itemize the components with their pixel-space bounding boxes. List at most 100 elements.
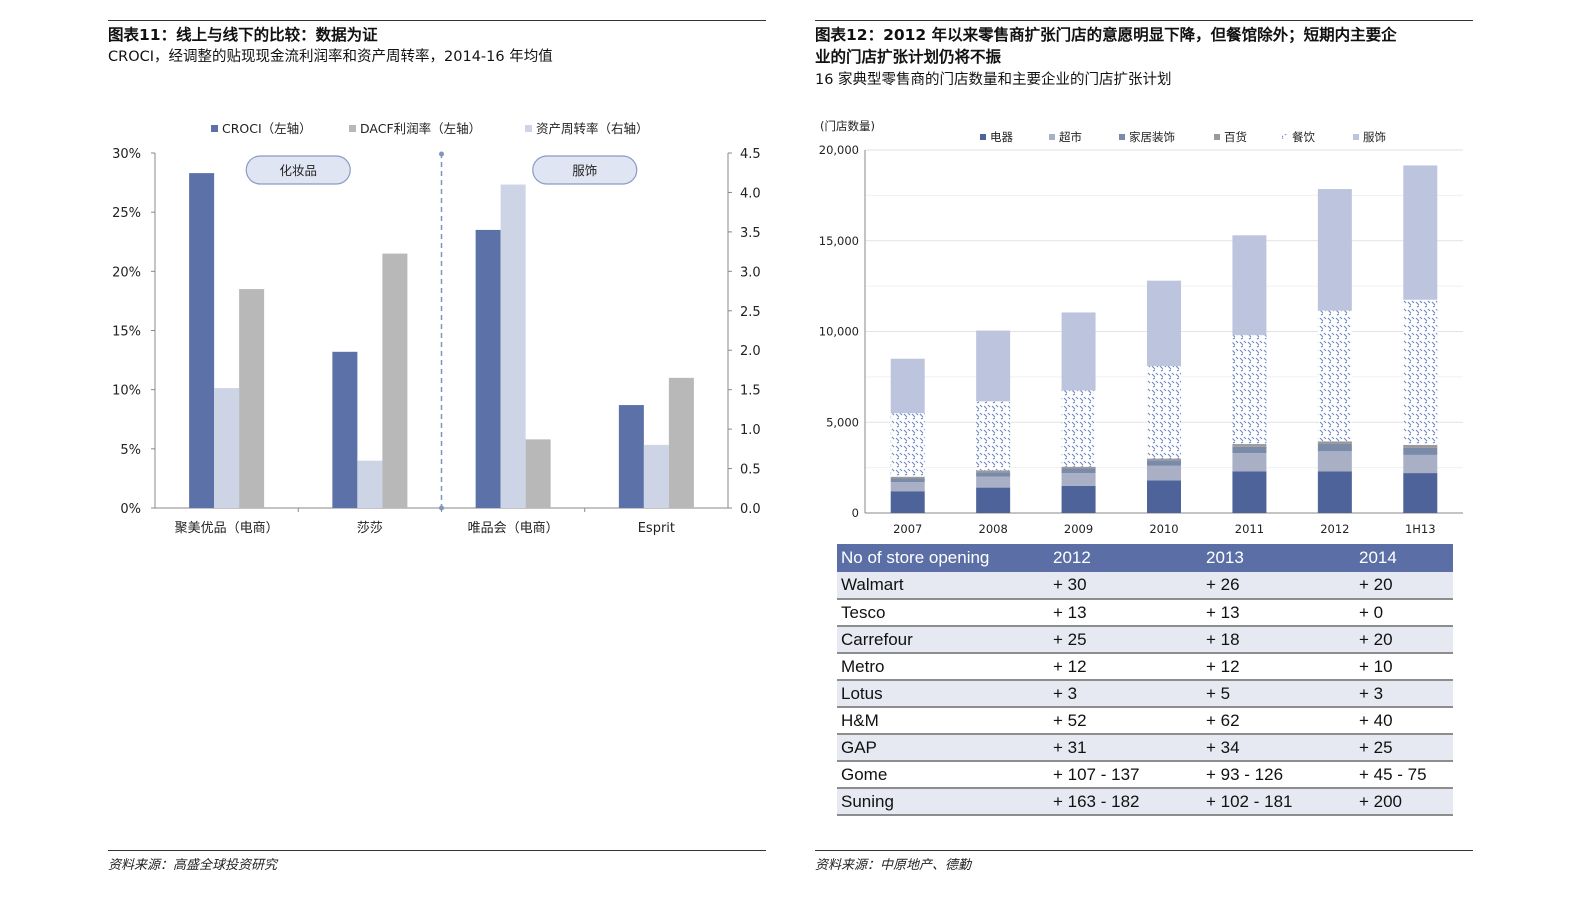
stacked-bar-segment xyxy=(1317,310,1352,442)
legend-swatch xyxy=(1214,134,1220,140)
chart-legend: CROCI（左轴） DACF利润率（左轴） 资产周转率（右轴） xyxy=(211,121,649,136)
table-row: Metro + 12 + 12 + 10 xyxy=(837,653,1453,681)
table-row: GAP + 31 + 34 + 25 xyxy=(837,734,1453,762)
table-cell: + 12 xyxy=(1202,653,1355,681)
y2-tick-label: 0.0 xyxy=(740,502,761,517)
bar xyxy=(643,444,669,508)
table-row-label: H&M xyxy=(837,707,1049,735)
y2-tick-label: 3.0 xyxy=(740,265,761,280)
stacked-bar-segment xyxy=(1232,444,1267,447)
y-tick-label: 0% xyxy=(120,502,141,517)
stacked-bar-segment xyxy=(890,491,925,513)
y-tick-label: 15% xyxy=(112,325,141,340)
y-tick-label: 20,000 xyxy=(819,143,859,157)
stacked-bar-segment xyxy=(1147,365,1181,459)
table-header-cell: 2014 xyxy=(1355,544,1453,572)
group-pill xyxy=(532,155,638,185)
table-cell: + 25 xyxy=(1355,734,1453,762)
table-cell: + 3 xyxy=(1355,680,1453,708)
legend-swatch xyxy=(525,125,532,132)
table-cell: + 52 xyxy=(1049,707,1202,735)
y-tick-label: 10,000 xyxy=(819,325,859,339)
y-tick-label: 0 xyxy=(852,506,859,520)
legend-swatch xyxy=(349,125,356,132)
figure-12-title-line-1: 图表12：2012 年以来零售商扩张门店的意愿明显下降，但餐馆除外；短期内主要企 xyxy=(815,26,1397,44)
stacked-bar-segment xyxy=(1061,485,1096,513)
figure-11-source: 资料来源：高盛全球投资研究 xyxy=(108,858,278,873)
store-opening-table: No of store opening 2012 2013 2014 Walma… xyxy=(837,544,1453,816)
table-cell: + 20 xyxy=(1355,572,1453,600)
legend-label: 家居装饰 xyxy=(1129,130,1175,144)
x-tick-label: 2009 xyxy=(1064,522,1093,536)
table-cell: + 3 xyxy=(1049,680,1202,708)
bar xyxy=(500,184,526,509)
stacked-bar-segment xyxy=(976,472,1011,477)
y-tick-label: 20% xyxy=(112,265,141,280)
x-tick-label: 2011 xyxy=(1235,522,1264,536)
stacked-bar-segment xyxy=(976,330,1011,402)
table-row-label: GAP xyxy=(837,734,1049,762)
legend-label: 电器 xyxy=(990,130,1013,144)
store-count-stacked-chart: (门店数量) 电器 超市 家居装饰 百货 餐饮 服饰 0 5,000 10,000 15,000 20… xyxy=(819,119,1463,536)
bar xyxy=(189,173,215,508)
stacked-bar-segment xyxy=(1147,465,1181,481)
stacked-bar-segment xyxy=(890,476,925,479)
bar xyxy=(239,289,265,508)
legend-swatch xyxy=(1282,134,1288,140)
legend-swatch xyxy=(1119,134,1125,140)
x-tick-label: 莎莎 xyxy=(357,521,383,536)
y-tick-label: 10% xyxy=(112,384,141,399)
table-cell: + 200 xyxy=(1355,788,1453,816)
x-tick-label: 2007 xyxy=(893,522,922,536)
stacked-bar-segment xyxy=(976,476,1011,488)
stacked-bar-segment xyxy=(1403,447,1438,455)
table-row: Carrefour + 25 + 18 + 20 xyxy=(837,626,1453,654)
stacked-bar-segment xyxy=(1403,165,1438,300)
stacked-bar-segment xyxy=(1061,466,1096,469)
top-rule xyxy=(815,20,1473,21)
figure-11-subtitle: CROCI，经调整的贴现现金流利润率和资产周转率，2014-16 年均值 xyxy=(108,49,553,65)
y2-tick-label: 4.0 xyxy=(740,186,761,201)
bar xyxy=(382,253,408,508)
stacked-bar-segment xyxy=(1061,468,1096,474)
legend-label: CROCI（左轴） xyxy=(222,121,312,136)
stacked-bar-segment xyxy=(976,401,1011,471)
table-header-row: No of store opening 2012 2013 2014 xyxy=(837,544,1453,572)
y2-tick-label: 0.5 xyxy=(740,463,761,478)
legend-swatch xyxy=(1049,134,1055,140)
stacked-bar-segment xyxy=(1403,473,1438,513)
x-tick-label: Esprit xyxy=(638,521,675,536)
legend-label: 服饰 xyxy=(1363,130,1386,144)
y-tick-label: 5,000 xyxy=(826,415,859,429)
x-tick-label: 唯品会（电商） xyxy=(468,521,559,536)
legend-swatch xyxy=(1353,134,1359,140)
y2-tick-label: 2.5 xyxy=(740,305,761,320)
table-row: H&M + 52 + 62 + 40 xyxy=(837,707,1453,735)
y2-tick-label: 1.0 xyxy=(740,423,761,438)
x-tick-label: 2008 xyxy=(979,522,1008,536)
bar xyxy=(332,351,358,508)
stacked-bar-segment xyxy=(1147,460,1181,466)
stacked-bar-segment xyxy=(1061,390,1096,467)
bar xyxy=(525,439,551,508)
stacked-bar-segment xyxy=(1061,473,1096,486)
stacked-bar-segment xyxy=(1147,480,1181,513)
table-row: Lotus + 3 + 5 + 3 xyxy=(837,680,1453,708)
stacked-bar-segment xyxy=(1317,441,1352,445)
divider-end-dot xyxy=(439,151,444,157)
top-rule xyxy=(108,20,766,21)
stacked-bar-segment xyxy=(890,478,925,483)
legend-label: 餐饮 xyxy=(1292,130,1315,144)
stacked-bar-segment xyxy=(1147,280,1181,366)
stacked-bar-segment xyxy=(1232,335,1267,445)
stacked-bar-segment xyxy=(890,358,925,414)
table-cell: + 13 xyxy=(1049,599,1202,627)
bottom-rule xyxy=(815,850,1473,851)
table-row-label: Metro xyxy=(837,653,1049,681)
stacked-bar-segment xyxy=(1317,189,1352,311)
x-tick-label: 聚美优品（电商） xyxy=(175,521,279,536)
bar xyxy=(475,229,501,508)
x-tick-label: 2012 xyxy=(1320,522,1349,536)
legend-swatch xyxy=(211,125,218,132)
x-tick-label: 2010 xyxy=(1149,522,1178,536)
